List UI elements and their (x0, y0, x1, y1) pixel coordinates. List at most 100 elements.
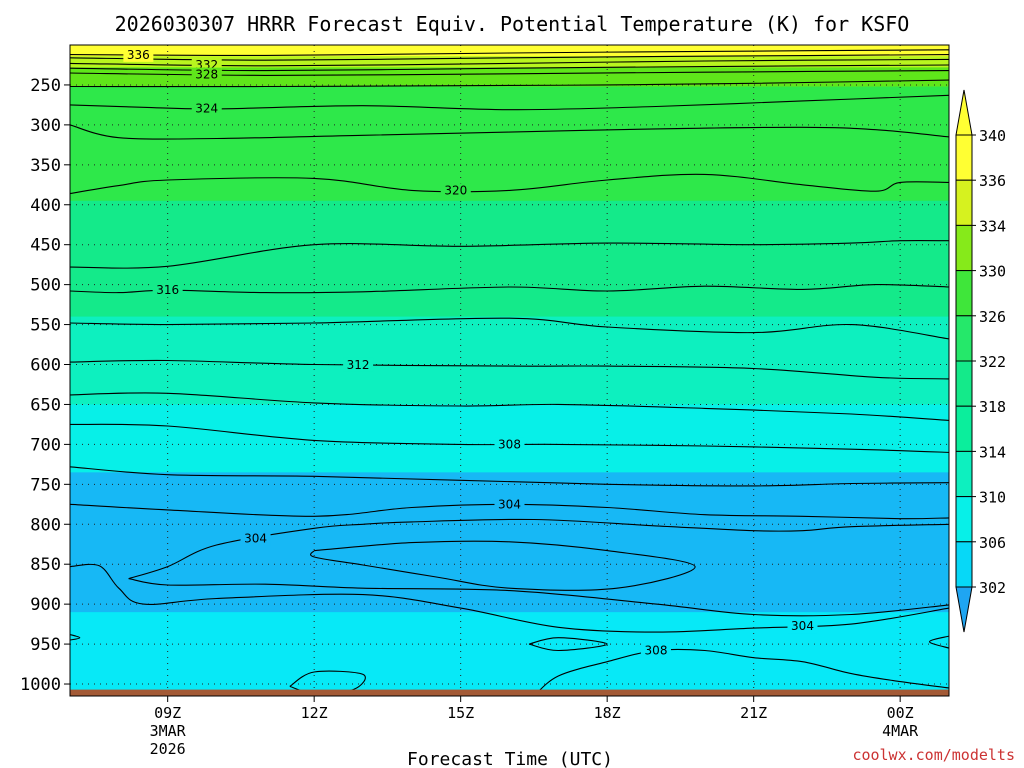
contour-line-15 (70, 466, 949, 487)
contour-line-9 (70, 239, 949, 269)
y-tick-label-350: 350 (30, 156, 61, 176)
contour-label-bg-16 (494, 497, 525, 512)
colorbar-segment-5 (955, 360, 973, 407)
colorbar-label-314: 314 (979, 443, 1006, 461)
colorbar-segment-0 (955, 134, 973, 181)
contour-label-312: 312 (347, 358, 370, 372)
contour-label-328: 328 (195, 68, 218, 82)
colorbar-segment-9 (955, 541, 973, 588)
contour-label-324: 324 (195, 102, 218, 116)
color-band-5 (70, 316, 949, 406)
contour-line-22 (70, 633, 81, 641)
contour-label-bg-18 (240, 531, 271, 546)
colorbar: 340 336 334 330 326 322 318 314 310 306 302 (955, 89, 1006, 633)
y-tick-label-650: 650 (30, 395, 61, 415)
y-tick-label-250: 250 (30, 76, 61, 96)
colorbar-bottom-arrow (955, 586, 973, 633)
colorbar-label-302: 302 (979, 579, 1006, 597)
contour-label-304: 304 (791, 619, 814, 633)
contour-line-21 (533, 648, 949, 696)
colorbar-top-arrow (955, 89, 973, 136)
colorbar-segment-1 (955, 179, 973, 226)
x-axis-label: Forecast Time (UTC) (407, 749, 613, 768)
colorbar-label-322: 322 (979, 353, 1006, 371)
x-tick-label-15Z: 15Z (447, 704, 474, 722)
color-band-7 (70, 472, 949, 614)
contour-label-336: 336 (127, 48, 150, 62)
contour-label-bg-6 (191, 101, 222, 116)
contour-label-320: 320 (444, 183, 467, 197)
colorbar-label-318: 318 (979, 398, 1006, 416)
contour-line-17 (310, 540, 696, 591)
colorbar-label-334: 334 (979, 217, 1006, 235)
contour-line-13 (70, 392, 949, 421)
contour-label-316: 316 (156, 283, 179, 297)
x-tick-label-09Z: 09Z (154, 704, 181, 722)
x-tick-label-12Z: 12Z (301, 704, 328, 722)
colorbar-label-336: 336 (979, 172, 1006, 190)
contour-line-7 (70, 124, 949, 140)
contour-line-25 (928, 635, 949, 649)
y-tick-label-1000: 1000 (20, 675, 61, 695)
contour-line-6 (70, 94, 949, 111)
colorbar-label-310: 310 (979, 489, 1006, 507)
contour-line-20 (70, 563, 949, 633)
y-tick-label-900: 900 (30, 595, 61, 615)
contour-label-bg-20 (787, 619, 818, 634)
contour-line-18 (128, 518, 949, 580)
colorbar-label-340: 340 (979, 127, 1006, 145)
ground-strip (70, 689, 949, 696)
contour-label-308: 308 (645, 643, 668, 657)
colorbar-segment-4 (955, 315, 973, 362)
y-tick-label-400: 400 (30, 196, 61, 216)
y-tick-label-550: 550 (30, 316, 61, 336)
contour-line-19 (128, 578, 949, 617)
x-tick-label-00Z: 00Z (887, 704, 914, 722)
contour-label-bg-8 (440, 183, 471, 198)
colorbar-segment-8 (955, 496, 973, 543)
contour-line-0 (70, 49, 949, 57)
y-tick-label-500: 500 (30, 276, 61, 296)
contour-label-bg-12 (343, 357, 374, 372)
contour-line-5 (70, 79, 949, 88)
contour-label-304: 304 (498, 497, 521, 511)
color-band-0 (70, 45, 949, 58)
contour-label-304: 304 (244, 531, 267, 545)
colorbar-label-326: 326 (979, 308, 1006, 326)
y-tick-label-300: 300 (30, 116, 61, 136)
chart-title: 2026030307 HRRR Forecast Equiv. Potentia… (115, 12, 910, 36)
y-tick-label-750: 750 (30, 475, 61, 495)
y-tick-label-800: 800 (30, 515, 61, 535)
colorbar-segment-3 (955, 270, 973, 317)
x-tick-date-00Z: 4MAR (882, 722, 919, 740)
y-tick-label-450: 450 (30, 236, 61, 256)
x-tick-date-09Z: 3MAR (150, 722, 187, 740)
y-tick-label-850: 850 (30, 555, 61, 575)
colorbar-label-330: 330 (979, 263, 1006, 281)
x-tick-year-09Z: 2026 (150, 740, 186, 758)
contour-label-bg-10 (152, 283, 183, 298)
y-axis: 250 300 350 400 450 500 550 600 650 700 750 800 850 9… (20, 76, 70, 695)
y-tick-label-700: 700 (30, 435, 61, 455)
contour-line-24 (528, 637, 608, 652)
contour-label-bg-0 (123, 47, 154, 62)
credit-watermark: coolwx.com/modelts (852, 746, 1015, 764)
colorbar-segment-2 (955, 224, 973, 272)
contour-line-11 (70, 317, 949, 340)
colorbar-label-306: 306 (979, 534, 1006, 552)
contour-label-bg-21 (641, 643, 671, 658)
contour-label-bg-4 (191, 67, 222, 82)
y-tick-label-950: 950 (30, 635, 61, 655)
color-band-4 (70, 200, 949, 318)
colorbar-segment-7 (955, 450, 973, 498)
x-tick-label-21Z: 21Z (740, 704, 767, 722)
y-tick-label-600: 600 (30, 356, 61, 376)
plot-frame (69, 44, 950, 697)
x-tick-label-18Z: 18Z (594, 704, 621, 722)
contour-label-bg-14 (494, 437, 525, 452)
contour-line-8 (70, 173, 949, 195)
